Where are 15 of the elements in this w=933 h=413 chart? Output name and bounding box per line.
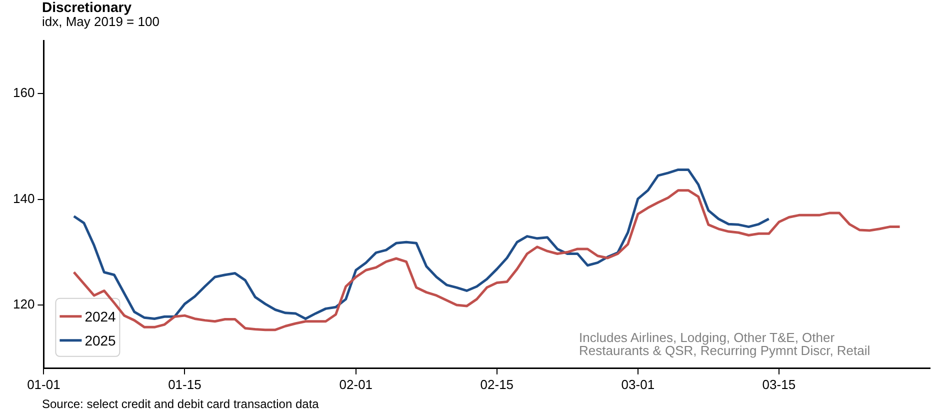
x-tick-label: 02-01	[339, 376, 373, 392]
y-tick-label: 160	[12, 85, 35, 100]
y-tick-label: 120	[12, 296, 35, 312]
chart-title: Discretionary	[42, 0, 132, 15]
chart-subtitle: idx, May 2019 = 100	[42, 14, 160, 29]
y-tick-label: 140	[12, 190, 35, 206]
x-tick-label: 03-15	[762, 376, 796, 392]
annotation: Includes Airlines, Lodging, Other T&E, Other Restaurants & QSR, Recurring Pymnt Discr, Retail	[579, 330, 872, 358]
x-tick-label: 03-01	[621, 376, 655, 392]
x-tick-label: 01-15	[168, 376, 202, 392]
source-note: Source: select credit and debit card transaction data	[42, 397, 319, 411]
legend-label: 2025	[84, 332, 116, 348]
legend-label: 2024	[84, 308, 116, 324]
x-tick-label: 02-15	[480, 376, 514, 392]
x-tick-label: 01-01	[27, 376, 60, 392]
